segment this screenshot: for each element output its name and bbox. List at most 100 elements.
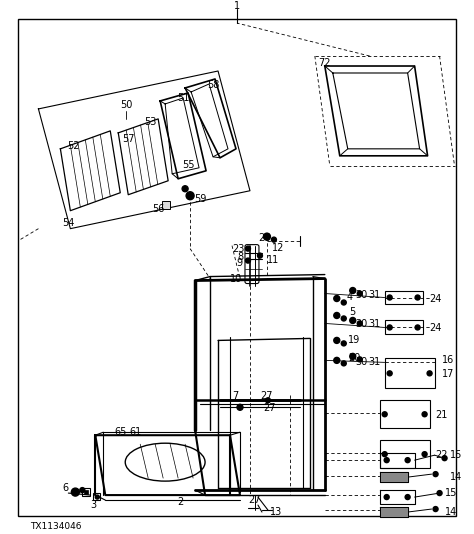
Text: 15: 15 [445,488,457,498]
Circle shape [382,452,387,457]
Bar [93,493,100,500]
Bar [84,490,88,494]
Text: 24: 24 [429,324,442,333]
Text: 4: 4 [346,292,353,302]
Text: 16: 16 [442,355,454,365]
Bar [380,400,429,428]
Circle shape [350,318,356,324]
Circle shape [437,491,442,496]
Text: 50: 50 [120,100,132,110]
Circle shape [186,192,194,200]
Text: 65: 65 [114,427,127,437]
Circle shape [72,488,79,496]
Text: 26: 26 [258,233,270,242]
Circle shape [433,507,438,512]
Circle shape [341,316,346,321]
Text: 27: 27 [249,495,261,505]
Text: 11: 11 [267,255,279,264]
Circle shape [341,361,346,366]
Circle shape [387,295,392,300]
Text: 31: 31 [369,357,381,367]
Text: 24: 24 [429,294,442,303]
Bar [385,358,435,388]
Text: 14: 14 [445,507,457,517]
Text: 22: 22 [436,450,448,460]
Circle shape [265,398,271,403]
Circle shape [415,295,420,300]
Circle shape [382,412,387,417]
Text: 5: 5 [350,308,356,318]
Circle shape [257,253,263,258]
Bar [82,488,91,496]
Text: 51: 51 [177,93,189,103]
Text: 13: 13 [270,507,282,517]
Text: 54: 54 [62,218,74,227]
Circle shape [442,456,447,461]
Circle shape [341,300,346,305]
Text: 30: 30 [356,319,368,329]
Text: 30: 30 [356,289,368,300]
Text: 9: 9 [237,257,243,268]
Circle shape [357,321,362,326]
Text: 57: 57 [122,134,135,144]
Text: 31: 31 [369,319,381,329]
Circle shape [422,412,427,417]
Bar [380,472,408,482]
Circle shape [237,404,243,410]
Text: 8: 8 [238,252,244,262]
Text: 20: 20 [348,354,361,363]
Circle shape [387,325,392,330]
Circle shape [246,258,250,263]
Circle shape [264,233,271,240]
Circle shape [334,312,340,318]
Text: 52: 52 [67,141,80,151]
Text: 59: 59 [194,194,206,204]
Text: 21: 21 [436,410,448,420]
Text: 27: 27 [261,391,273,401]
Circle shape [405,494,410,500]
Circle shape [80,488,85,492]
Circle shape [415,325,420,330]
Circle shape [433,472,438,477]
Circle shape [334,295,340,302]
Text: 17: 17 [442,370,454,379]
Bar [162,201,170,209]
Text: 7: 7 [232,391,238,401]
Text: 19: 19 [347,335,360,345]
Text: 12: 12 [272,242,284,253]
Text: 6: 6 [62,483,68,493]
Circle shape [334,337,340,343]
Text: 14: 14 [449,472,462,482]
Circle shape [95,495,99,499]
Circle shape [334,357,340,363]
Text: 1: 1 [234,1,240,11]
Text: 56: 56 [152,203,164,214]
Text: 10: 10 [230,273,242,284]
Text: 3: 3 [90,500,96,510]
Circle shape [357,357,362,362]
Circle shape [350,354,356,359]
Text: 72: 72 [318,58,330,68]
Text: 31: 31 [369,289,381,300]
Circle shape [405,458,410,462]
Text: 30: 30 [356,357,368,367]
Circle shape [246,246,250,251]
Text: 27: 27 [264,403,276,413]
Text: 23: 23 [232,244,244,254]
Circle shape [427,371,432,376]
Text: 55: 55 [182,160,194,170]
Bar [380,440,429,468]
Circle shape [182,186,188,192]
Circle shape [384,494,389,500]
Circle shape [422,452,427,457]
Circle shape [272,237,276,242]
Text: 53: 53 [144,117,156,127]
Bar [385,320,423,334]
Circle shape [341,341,346,346]
Circle shape [350,287,356,294]
Text: 15: 15 [449,450,462,460]
Text: TX1134046: TX1134046 [30,522,82,530]
Circle shape [387,371,392,376]
Text: 61: 61 [129,427,141,437]
Bar [385,290,423,304]
